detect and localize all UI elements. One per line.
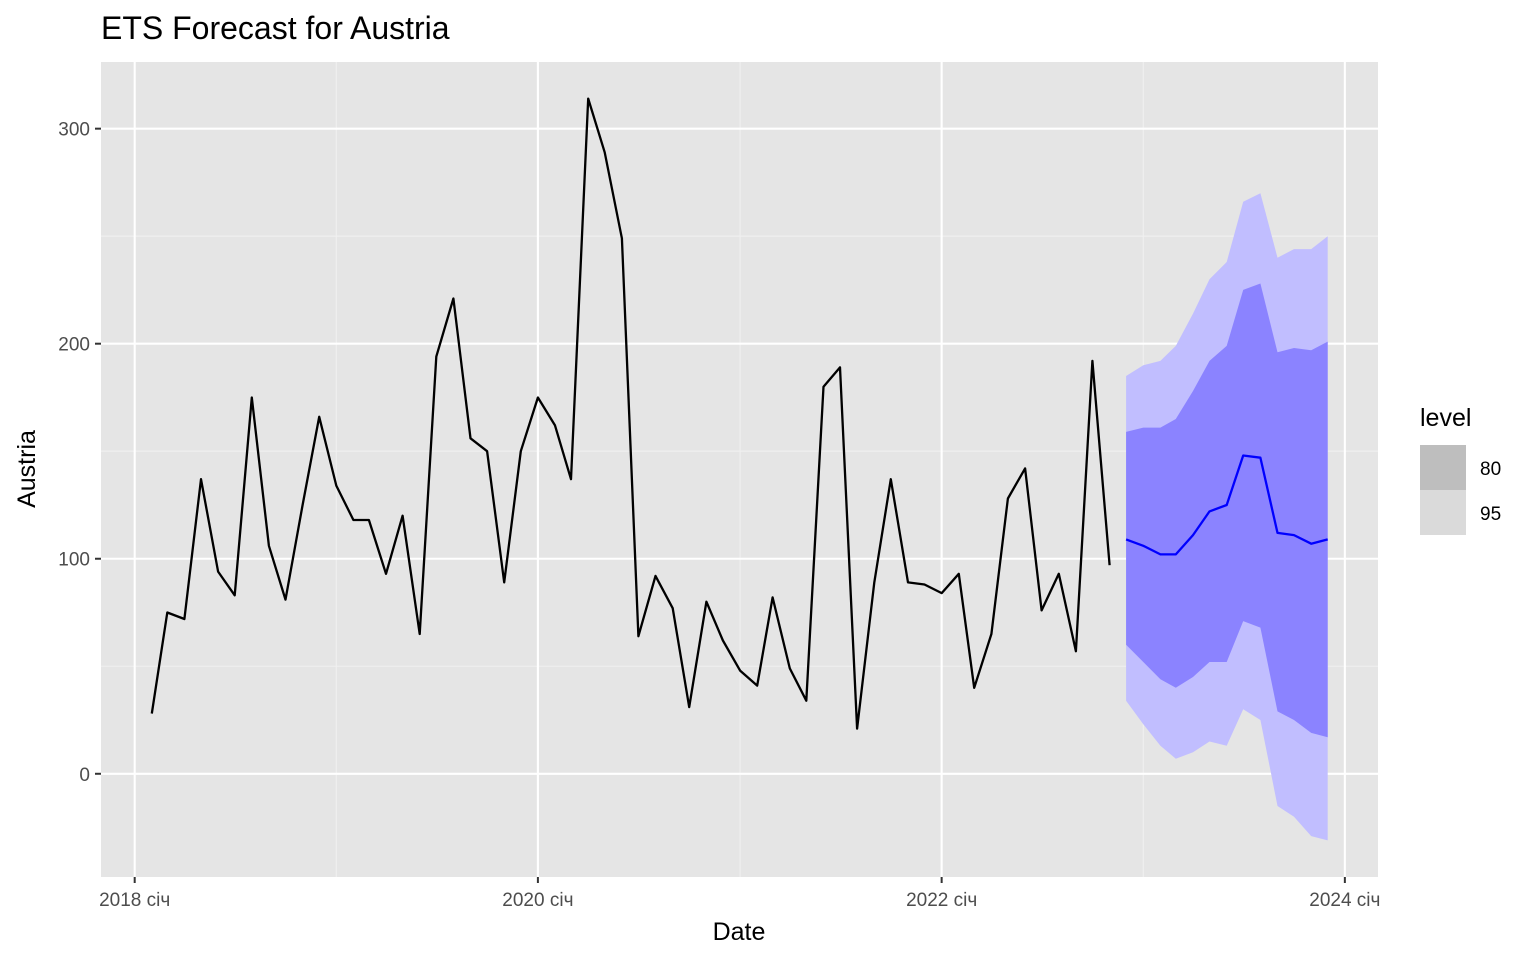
x-tick-label: 2024 січ bbox=[1309, 890, 1380, 911]
major-gridlines bbox=[101, 62, 1378, 877]
forecast-line bbox=[1125, 454, 1328, 556]
x-tick-label: 2018 січ bbox=[99, 890, 170, 911]
forecast-intervals bbox=[1126, 193, 1328, 841]
x-tick-label: 2022 січ bbox=[906, 890, 977, 911]
y-tick-label: 100 bbox=[58, 550, 90, 571]
y-tick-label: 0 bbox=[79, 765, 90, 786]
legend-key-95 bbox=[1420, 490, 1466, 535]
legend-label: 95 bbox=[1480, 504, 1501, 525]
y-tick-label: 200 bbox=[58, 335, 90, 356]
series-lines bbox=[150, 97, 1328, 730]
y-tick-label: 300 bbox=[58, 120, 90, 141]
y-axis-title: Austria bbox=[13, 430, 41, 508]
legend-label: 80 bbox=[1480, 459, 1501, 480]
x-axis-title: Date bbox=[713, 918, 766, 946]
x-tick-label: 2020 січ bbox=[502, 890, 573, 911]
x-axis: 2018 січ 2020 січ 2022 січ 2024 січ bbox=[99, 877, 1380, 911]
band-80 bbox=[1126, 283, 1328, 738]
legend: level 80 95 bbox=[1420, 404, 1501, 535]
legend-title: level bbox=[1420, 404, 1471, 432]
legend-key-80 bbox=[1420, 445, 1466, 490]
chart-title: ETS Forecast for Austria bbox=[101, 10, 450, 46]
history-line bbox=[150, 97, 1111, 730]
y-axis: 0 100 200 300 bbox=[58, 120, 101, 786]
